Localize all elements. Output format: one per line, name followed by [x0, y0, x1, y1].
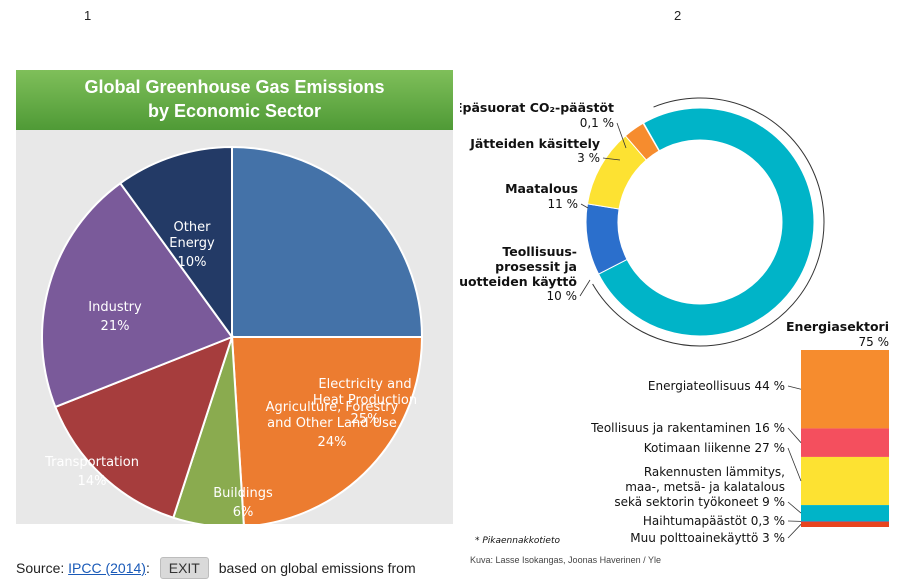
ipcc-pie-panel: Global Greenhouse Gas Emissions by Econo…: [16, 70, 453, 524]
image-credit: Kuva: Lasse Isokangas, Joonas Haverinen …: [470, 555, 661, 565]
pie-slice-label: Transportation: [44, 455, 139, 470]
leader-line: [787, 427, 802, 443]
donut-label: Maatalous: [505, 181, 578, 196]
stacked-bar-segment: [801, 350, 889, 429]
leader-line: [580, 203, 589, 209]
energy-bracket: [592, 97, 825, 347]
bar-segment-label: Energiateollisuus 44 %: [648, 379, 785, 393]
pie-slice: [230, 336, 424, 524]
pie-slice: [118, 145, 233, 341]
bar-segment-label: Rakennusten lämmitys,: [644, 465, 785, 479]
leader-line: [602, 157, 621, 161]
leader-line: [787, 447, 802, 482]
source-suffix: based on global emissions from: [218, 560, 416, 576]
source-link[interactable]: IPCC (2014): [68, 560, 146, 576]
donut-segment: [597, 107, 815, 337]
pie-slice-value: 24%: [318, 435, 347, 450]
stacked-bar-segment: [801, 505, 889, 522]
pie-slice-label: and Other Land Use: [267, 416, 397, 431]
stacked-bar-segment: [801, 521, 889, 523]
pie-slice-label: Other: [174, 220, 212, 235]
bar-segment-label: Haihtumapäästöt 0,3 %: [643, 514, 785, 528]
donut-label: tuotteiden käyttö: [460, 274, 577, 289]
source-colon: :: [145, 560, 150, 576]
pie-title-line1: Global Greenhouse Gas Emissions: [84, 77, 385, 97]
donut-value: 10 %: [547, 289, 578, 303]
bar-segment-label: Muu polttoainekäyttö 3 %: [630, 531, 785, 545]
pie-slice: [231, 145, 424, 338]
pie-slice-label: Energy: [169, 236, 215, 251]
donut-value: 11 %: [548, 197, 579, 211]
stacked-bar-segment: [801, 428, 889, 457]
pie-title-line2: by Economic Sector: [147, 101, 322, 121]
pie-slice: [54, 335, 234, 519]
leader-line: [787, 501, 802, 514]
leader-line: [787, 524, 802, 539]
pie-slice-value: 6%: [233, 505, 254, 520]
pie-slice-label: Buildings: [213, 486, 273, 501]
panel-number-2: 2: [674, 8, 682, 23]
donut-label: Teollisuus-: [502, 244, 577, 259]
donut-label: Epäsuorat CO₂-päästöt: [460, 100, 614, 115]
finland-emissions-chart: * Pikaennakkotieto Kuva: Lasse Isokangas…: [460, 97, 890, 565]
energy-sector-value: 75 %: [859, 335, 890, 349]
leader-line: [616, 122, 627, 149]
leader-line: [579, 279, 591, 297]
pie-slice-label: Industry: [88, 300, 142, 315]
bar-segment-label: Teollisuus ja rakentaminen 16 %: [590, 421, 785, 435]
pie-slice-value: 21%: [101, 319, 130, 334]
pie-slice-label: Agriculture, Forestry: [266, 400, 399, 415]
pie-slice-value: 10%: [178, 255, 207, 270]
panel-number-1: 1: [84, 8, 92, 23]
exit-button[interactable]: EXIT: [159, 557, 209, 579]
pie-slice: [41, 181, 234, 409]
energy-sector-title: Energiasektori: [786, 319, 889, 334]
leader-line: [787, 385, 802, 390]
pie-slice-value: 25%: [351, 412, 380, 427]
source-line: Source: IPCC (2014): EXIT based on globa…: [16, 557, 416, 579]
donut-label: prosessit ja: [495, 259, 577, 274]
donut-value: 3 %: [577, 151, 600, 165]
bar-segment-label: sekä sektorin työkoneet 9 %: [614, 495, 785, 509]
source-prefix: Source:: [16, 560, 69, 576]
pie-slice-label: Electricity and: [318, 377, 411, 392]
footnote: * Pikaennakkotieto: [475, 536, 561, 546]
pie-slice-value: 14%: [78, 474, 107, 489]
donut-value: 0,1 %: [580, 116, 614, 130]
donut-label: Jätteiden käsittely: [469, 136, 600, 151]
donut-segment: [624, 122, 660, 161]
bar-segment-label: maa-, metsä- ja kalatalous: [625, 480, 785, 494]
stacked-bar-segment: [801, 456, 889, 506]
stacked-bar-segment: [801, 521, 889, 527]
pie-title: Global Greenhouse Gas Emissions by Econo…: [16, 70, 453, 130]
bar-segment-label: Kotimaan liikenne 27 %: [644, 441, 785, 455]
pie-slice-label: Heat Production: [313, 393, 417, 408]
